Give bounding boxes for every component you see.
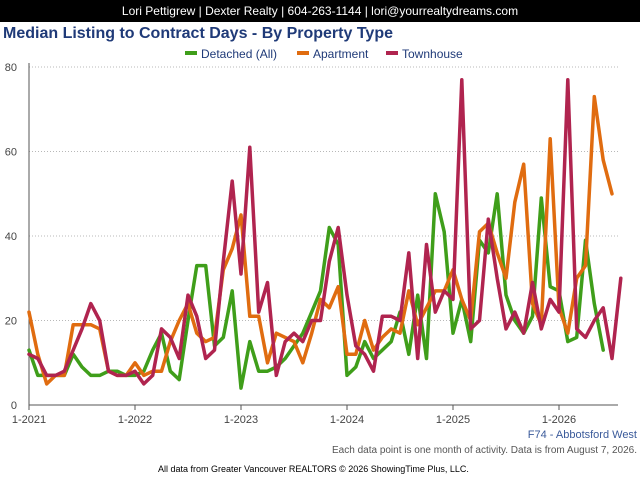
x-tick-label: 1-2022 [118,414,152,426]
x-tick-label: 1-2026 [542,414,576,426]
x-tick-label: 1-2025 [436,414,470,426]
x-tick-label: 1-2021 [12,414,46,426]
y-tick-label: 40 [5,231,17,243]
y-tick-label: 20 [5,316,17,328]
chart-title: Median Listing to Contract Days - By Pro… [3,25,393,42]
x-tick-label: 1-2023 [224,414,258,426]
copyright: All data from Greater Vancouver REALTORS… [158,464,469,474]
series-line-apartment [27,94,614,386]
legend-label-townhouse: Townhouse [402,47,463,61]
y-tick-label: 0 [11,400,17,412]
legend-label-detached-all: Detached (All) [201,47,277,61]
legend-label-apartment: Apartment [313,47,369,61]
series-line-townhouse [27,77,623,386]
series-line-detached-all [27,192,605,390]
region-label: F74 - Abbotsford West [527,429,637,441]
contact-banner: Lori Pettigrew | Dexter Realty | 604-263… [0,0,640,22]
y-tick-label: 80 [5,62,17,74]
data-note: Each data point is one month of activity… [332,445,637,456]
contact-text: Lori Pettigrew | Dexter Realty | 604-263… [121,4,519,18]
y-tick-label: 60 [5,147,17,159]
x-tick-label: 1-2024 [330,414,364,426]
